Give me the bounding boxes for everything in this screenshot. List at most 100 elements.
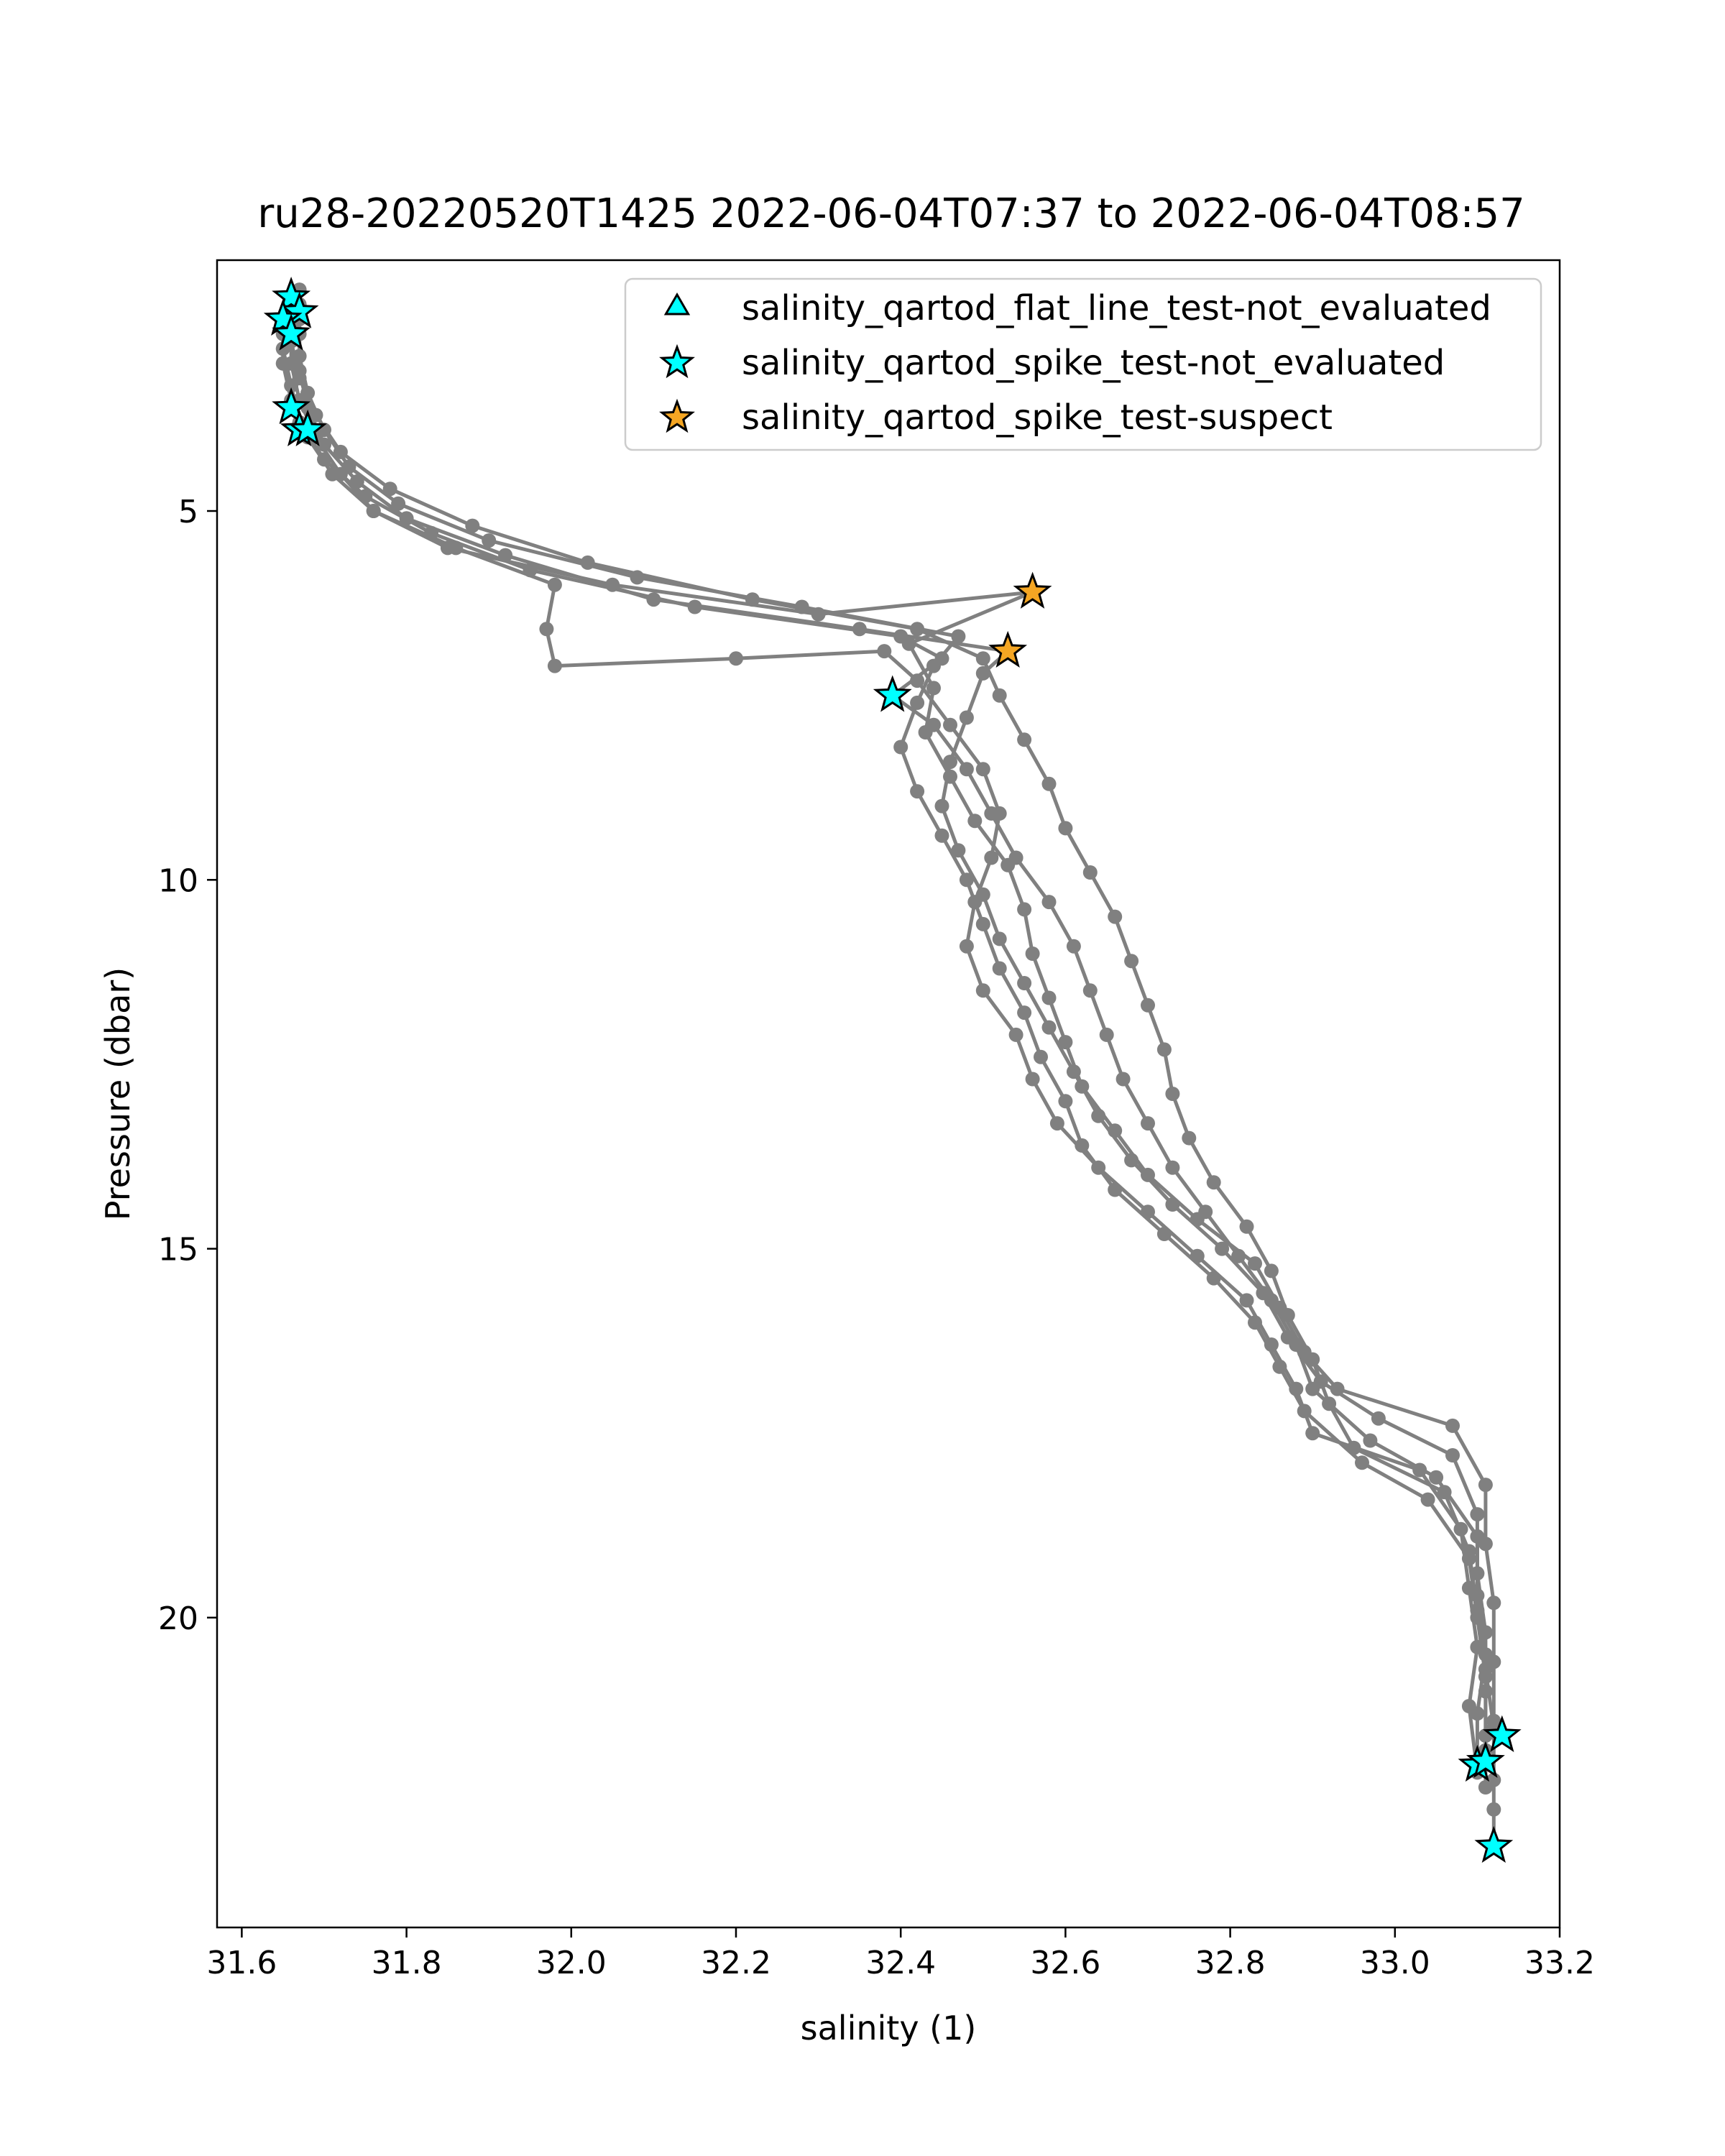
profile-point [300,385,316,400]
profile-point [1272,1359,1287,1374]
profile-point [1453,1521,1468,1537]
profile-point [630,570,645,585]
legend-label: salinity_qartod_spike_test-suspect [742,397,1333,438]
legend-star-marker [659,398,695,433]
y-axis: 5 10 15 20 [158,494,217,1637]
profile-point [1182,1130,1197,1146]
profile-point [951,629,966,644]
profile-point [1264,1293,1279,1308]
profile-point [1461,1551,1476,1566]
profile-point [1297,1404,1312,1419]
profile-point [547,577,562,592]
profile-point [975,983,990,998]
profile-point [1082,983,1098,998]
profile-point [1429,1470,1444,1485]
profile-point [1025,946,1040,961]
chart-title: ru28-20220520T1425 2022-06-04T07:37 to 2… [257,190,1524,237]
profile-point [1091,1108,1106,1123]
plot-frame [216,259,1561,1929]
profile-point [1264,1263,1279,1279]
profile-point [975,651,990,666]
profile-point [1141,1116,1155,1131]
profile-point [1156,1227,1172,1241]
profile-point [1478,1780,1493,1795]
profile-point [1322,1396,1337,1411]
profile-point [275,356,290,371]
profile-point [1141,998,1155,1013]
profile-point [1445,1448,1460,1462]
profile-series [292,282,1493,1795]
profile-point [893,740,908,755]
profile-point [1058,1035,1073,1050]
profile-point [1445,1418,1460,1433]
profile-point [992,961,1007,976]
profile-point [1124,954,1139,969]
profile-point [292,349,307,364]
profile-point [325,466,340,482]
profile-point [992,806,1007,821]
profile-point [910,695,925,710]
profile-point [1305,1352,1320,1367]
profile-point [1470,1507,1485,1522]
profile-point [934,798,949,814]
profile-point [465,518,480,533]
qc-flag-marker [988,630,1028,668]
profile-point [984,850,999,865]
x-tick-label: 32.6 [1030,1945,1100,1981]
profile-point [1058,821,1073,836]
profile-point [1034,1049,1048,1064]
profile-line [281,333,1479,1773]
profile-point [1066,1064,1081,1079]
profile-point [1420,1492,1435,1507]
profile-point [1470,1529,1485,1544]
profile-point [794,599,809,614]
profile-point [448,540,464,556]
profile-point [1289,1337,1304,1352]
qc-flag-marker [1482,1715,1522,1752]
qc-flag-marker [873,675,912,712]
x-tick-label: 32.2 [701,1945,771,1981]
profile-point [1156,1042,1172,1057]
profile-point [1008,850,1024,865]
legend-entry: salinity_qartod_flat_line_test-not_evalu… [663,288,1491,328]
qc-flag-marker [272,277,311,314]
profile-point [926,681,941,696]
profile-point [1231,1248,1246,1263]
legend-triangle-marker [663,292,691,315]
profile-point [877,644,892,659]
profile-point [1461,1699,1476,1713]
profile-point [975,762,990,777]
profile-point [1165,1197,1180,1212]
profile-point [1239,1219,1254,1234]
profile-point [893,629,908,644]
x-tick-label: 32.4 [865,1945,936,1981]
qc-flag-marker [280,291,319,328]
profile-point [1017,902,1032,917]
x-tick-label: 31.8 [372,1945,442,1981]
x-tick-label: 32.0 [536,1945,607,1981]
profile-point [1008,1027,1024,1042]
profile-point [992,688,1007,703]
profile-point [1486,1802,1501,1817]
profile-point [1371,1411,1386,1426]
profile-point [1108,1182,1123,1197]
profile-point [1437,1485,1452,1500]
profile-point [1124,1153,1139,1168]
profile-point [1478,1669,1493,1684]
profile-point [1099,1027,1114,1042]
profile-point [1280,1308,1295,1322]
legend-star-marker [659,344,695,379]
profile-point [1108,909,1123,924]
legend-label: salinity_qartod_flat_line_test-not_evalu… [742,288,1491,328]
qc-flag-marker [272,387,311,425]
profile-point [959,762,974,777]
profile-point [1305,1381,1320,1396]
profile-point [482,533,497,548]
profile-point [1363,1433,1378,1448]
profile-point [1017,732,1032,747]
profile-point [1082,865,1098,880]
profile-point [1017,1005,1032,1021]
profile-point [934,828,949,843]
profile-point [1486,1595,1501,1611]
